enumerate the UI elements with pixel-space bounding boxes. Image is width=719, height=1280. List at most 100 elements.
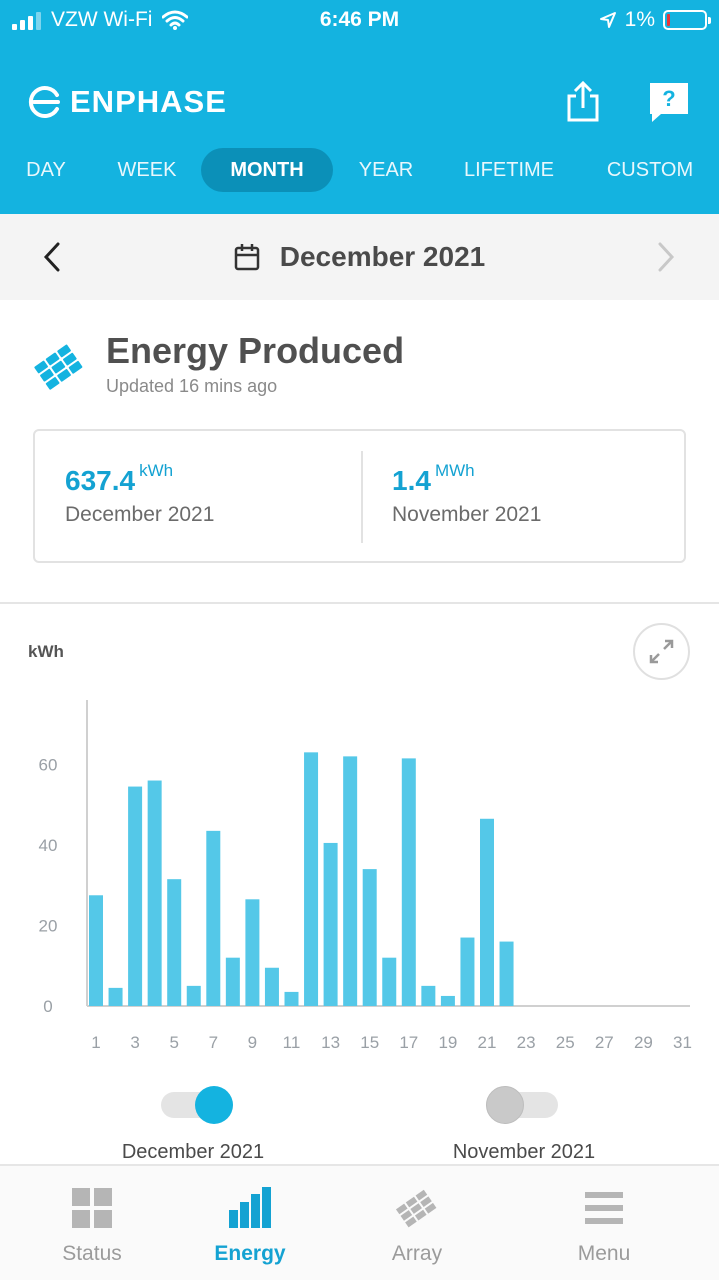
previous-energy-unit: MWh	[434, 461, 475, 480]
legend-label-current: December 2021	[121, 1141, 265, 1163]
status-right: 1%	[599, 8, 711, 32]
bar-day-4	[147, 780, 162, 1006]
legend-label-previous: November 2021	[452, 1141, 596, 1163]
tab-lifetime[interactable]: LIFETIME	[463, 159, 554, 181]
period-tabs: DAY WEEK MONTH YEAR LIFETIME CUSTOM	[0, 148, 719, 192]
bottom-navigation: Status Energy Array Menu	[0, 1164, 719, 1280]
summary-divider	[361, 451, 363, 543]
wifi-icon	[162, 10, 189, 30]
bar-day-5	[167, 879, 182, 1006]
share-icon	[567, 80, 599, 122]
last-updated-text: Updated 16 mins ago	[106, 376, 278, 396]
expand-chart-button[interactable]	[633, 623, 690, 680]
battery-percent: 1%	[624, 8, 655, 31]
bar-day-11	[284, 991, 299, 1006]
energy-produced-title: Energy Produced	[106, 330, 405, 371]
bar-day-21	[480, 818, 494, 1006]
x-tick-label: 23	[517, 1033, 536, 1052]
help-glyph: ?	[662, 86, 676, 111]
bar-chart-icon	[229, 1187, 271, 1228]
nav-array-label: Array	[391, 1242, 443, 1265]
chevron-right-icon	[658, 242, 675, 272]
x-tick-label: 31	[673, 1033, 692, 1052]
previous-month-toggle[interactable]	[486, 1086, 558, 1124]
battery-icon	[663, 10, 711, 30]
clock: 6:46 PM	[319, 8, 400, 31]
x-tick-label: 3	[130, 1033, 139, 1052]
x-tick-label: 17	[399, 1033, 418, 1052]
tab-month[interactable]: MONTH	[201, 148, 333, 192]
app-header: ENPHASE ? DAY WEEK MONTH YEAR LIFETIME C…	[0, 42, 719, 214]
x-tick-label: 7	[209, 1033, 218, 1052]
section-divider	[0, 602, 719, 604]
chevron-left-icon	[43, 242, 60, 272]
solar-panel-icon	[395, 1189, 437, 1228]
x-tick-label: 13	[321, 1033, 340, 1052]
previous-month-button[interactable]	[38, 240, 66, 274]
y-axis-unit-label: kWh	[28, 642, 64, 661]
bar-day-1	[89, 895, 103, 1006]
current-period-label: December 2021	[65, 503, 215, 526]
solar-panel-icon	[34, 344, 83, 390]
grid-icon	[72, 1188, 112, 1228]
x-tick-label: 9	[248, 1033, 257, 1052]
help-button[interactable]: ?	[647, 80, 688, 124]
date-navigation: December 2021	[0, 214, 719, 300]
status-bar: VZW Wi-Fi 6:46 PM 1%	[0, 0, 719, 42]
logo-text: ENPHASE	[70, 84, 227, 119]
nav-status[interactable]: Status	[2, 1166, 182, 1280]
x-tick-label: 19	[438, 1033, 457, 1052]
bar-day-2	[108, 987, 123, 1006]
location-arrow-icon	[599, 12, 616, 28]
bar-day-18	[421, 985, 436, 1006]
bar-day-22	[499, 941, 514, 1006]
bar-day-10	[264, 967, 279, 1006]
expand-icon	[649, 639, 674, 664]
date-picker[interactable]: December 2021	[0, 214, 719, 300]
current-month-label: December 2021	[279, 241, 486, 272]
current-month-toggle[interactable]	[161, 1086, 233, 1124]
help-icon	[650, 83, 688, 122]
y-tick-label: 40	[39, 836, 58, 855]
nav-status-label: Status	[62, 1242, 122, 1265]
current-energy-unit: kWh	[139, 461, 174, 480]
calendar-icon	[234, 244, 259, 271]
nav-array[interactable]: Array	[327, 1166, 507, 1280]
y-tick-label: 60	[39, 755, 58, 774]
tab-custom[interactable]: CUSTOM	[606, 159, 694, 181]
bar-day-19	[440, 995, 455, 1006]
tab-week[interactable]: WEEK	[117, 159, 177, 181]
tab-year[interactable]: YEAR	[358, 159, 414, 181]
x-tick-label: 29	[634, 1033, 653, 1052]
y-tick-label: 20	[39, 916, 58, 935]
x-tick-label: 5	[169, 1033, 178, 1052]
signal-strength-icon	[12, 10, 41, 30]
toggle-knob	[486, 1086, 524, 1124]
toggle-knob	[195, 1086, 233, 1124]
bar-day-14	[343, 756, 358, 1006]
previous-period-label: November 2021	[392, 503, 542, 526]
x-tick-label: 21	[478, 1033, 497, 1052]
nav-menu[interactable]: Menu	[514, 1166, 694, 1280]
share-button[interactable]	[563, 80, 603, 124]
bar-day-3	[128, 786, 143, 1006]
bar-day-12	[304, 752, 319, 1006]
current-energy-value: 637.4	[65, 465, 136, 496]
bar-day-6	[186, 985, 201, 1006]
bar-day-16	[382, 957, 397, 1006]
x-tick-label: 1	[91, 1033, 100, 1052]
y-tick-label: 0	[43, 997, 52, 1016]
next-month-button[interactable]	[652, 240, 680, 274]
bar-day-8	[225, 957, 240, 1006]
x-tick-label: 11	[283, 1033, 301, 1052]
nav-energy[interactable]: Energy	[160, 1166, 340, 1280]
bar-day-13	[323, 842, 338, 1006]
nav-menu-label: Menu	[577, 1242, 631, 1265]
bar-day-20	[460, 937, 475, 1006]
bar-day-15	[362, 869, 377, 1006]
carrier-area: VZW Wi-Fi	[12, 8, 189, 32]
enphase-logo: ENPHASE	[28, 84, 227, 120]
bar-day-17	[401, 758, 416, 1006]
tab-day[interactable]: DAY	[26, 159, 66, 181]
